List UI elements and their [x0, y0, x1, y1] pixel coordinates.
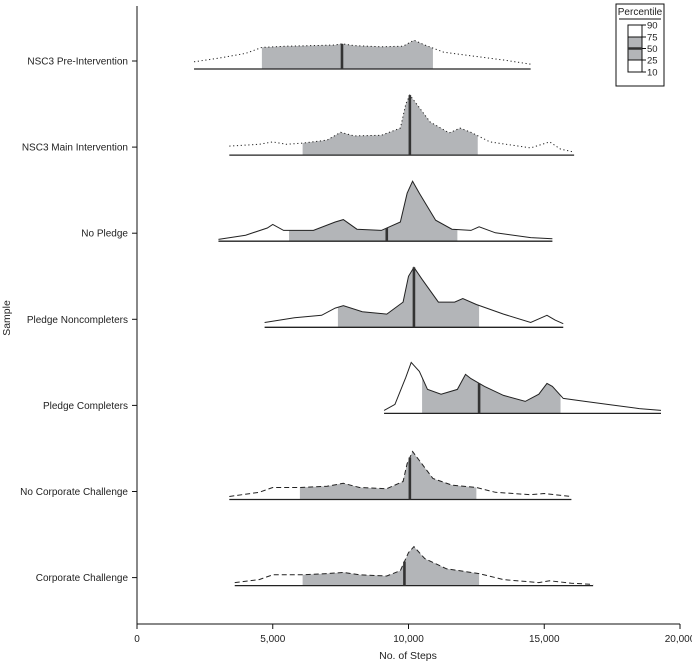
density-line [234, 545, 594, 585]
y-tick-label: Pledge Completers [43, 401, 128, 412]
iqr-band [337, 267, 480, 328]
density-line [383, 361, 662, 411]
ridge-pledge-noncompleters [264, 266, 564, 328]
x-axis-title: No. of Steps [379, 650, 437, 662]
iqr-band [302, 546, 480, 586]
density-line [218, 180, 553, 240]
x-tick-label: 10,000 [393, 634, 424, 645]
y-tick-label: NSC3 Pre-Intervention [27, 57, 128, 68]
legend-label: 10 [647, 67, 658, 78]
x-tick-label: 0 [134, 634, 140, 645]
x-tick-label: 15,000 [529, 634, 560, 645]
iqr-band [289, 181, 458, 242]
iqr-band [422, 374, 561, 414]
y-axis-title: Sample [1, 300, 13, 336]
legend-label: 50 [647, 44, 658, 55]
density-line [229, 94, 575, 153]
x-tick-label: 5,000 [260, 634, 285, 645]
legend-title: Percentile [618, 7, 663, 18]
x-tick-label: 20,000 [665, 634, 692, 645]
density-line [229, 450, 572, 497]
iqr-band [261, 40, 433, 69]
legend-label: 90 [647, 20, 658, 31]
y-tick-label: No Pledge [81, 229, 128, 240]
density-line [264, 266, 564, 325]
iqr-band [302, 95, 478, 156]
ridge-no-pledge [218, 180, 553, 242]
y-tick-label: NSC3 Main Intervention [22, 143, 128, 154]
ridge-no-corporate-challenge [229, 450, 572, 501]
legend-label: 75 [647, 32, 658, 43]
ridge-nsc3-main-intervention [229, 94, 575, 156]
ridge-pledge-completers [383, 361, 662, 415]
y-tick-label: No Corporate Challenge [20, 487, 128, 498]
ridge-corporate-challenge [234, 545, 594, 587]
y-tick-label: Corporate Challenge [36, 573, 129, 584]
legend-label: 25 [647, 55, 658, 66]
iqr-band [299, 451, 477, 500]
y-tick-label: Pledge Noncompleters [27, 315, 128, 326]
ridge-nsc3-pre-intervention [193, 39, 531, 70]
